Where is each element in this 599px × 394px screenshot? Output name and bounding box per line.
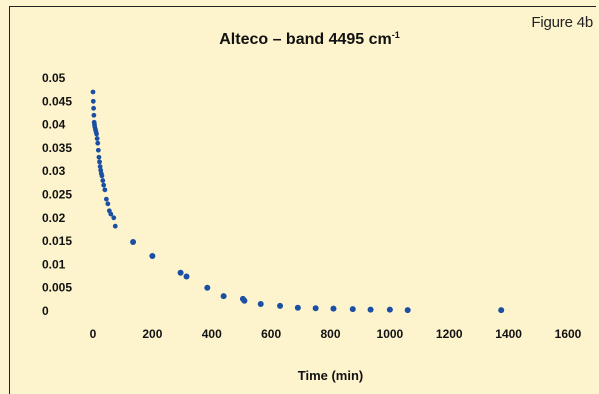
data-point (177, 269, 184, 276)
x-tick-label: 800 (320, 327, 340, 341)
y-tick-label: 0.025 (42, 188, 72, 202)
y-tick-label: 0 (42, 304, 49, 318)
data-point (277, 302, 284, 309)
data-point (498, 307, 505, 314)
chart-title-superscript: -1 (391, 30, 400, 40)
y-tick-label: 0.045 (42, 94, 72, 108)
chart-title: Alteco – band 4495 cm-1 (0, 30, 599, 49)
y-tick-label: 0.05 (42, 71, 66, 85)
data-point (108, 211, 114, 217)
data-point (294, 304, 301, 311)
y-tick-label: 0.04 (42, 118, 66, 132)
data-point (257, 301, 264, 308)
data-point (94, 131, 99, 137)
figure-tag: Figure 4b (531, 14, 593, 31)
data-point (111, 215, 117, 221)
y-tick-label: 0.035 (42, 141, 72, 155)
data-point (91, 105, 96, 111)
data-point (312, 305, 319, 312)
x-tick-label: 0 (90, 327, 97, 341)
data-point (386, 306, 393, 313)
data-point (94, 136, 100, 141)
y-tick-label: 0.01 (42, 257, 66, 271)
y-tick-label: 0.015 (42, 234, 72, 248)
chart-title-text: Alteco – band 4495 cm (219, 31, 392, 48)
x-tick-label: 600 (261, 327, 281, 341)
x-tick-label: 1400 (495, 327, 522, 341)
data-point (90, 89, 96, 95)
data-point (95, 147, 101, 153)
data-point (101, 182, 107, 188)
data-point (204, 284, 211, 291)
y-tick-label: 0.005 (42, 281, 72, 295)
x-tick-label: 400 (202, 327, 222, 341)
data-point (367, 306, 374, 313)
data-point (183, 273, 190, 280)
y-tick-label: 0.02 (42, 211, 66, 225)
x-tick-label: 200 (142, 327, 162, 341)
data-point (220, 293, 227, 300)
data-point (149, 253, 156, 260)
data-point (102, 187, 108, 193)
x-axis-label: Time (min) (298, 368, 364, 383)
data-point (103, 196, 109, 202)
x-tick-label: 1600 (555, 327, 582, 341)
x-tick-label: 1000 (377, 327, 404, 341)
data-point (90, 98, 96, 104)
data-point (97, 164, 103, 169)
data-point (100, 178, 106, 183)
data-point (130, 239, 137, 246)
data-point (112, 223, 118, 229)
x-tick-label: 1200 (436, 327, 463, 341)
data-point (95, 140, 101, 146)
y-tick-label: 0.03 (42, 164, 66, 178)
data-point (96, 154, 102, 160)
data-point (349, 306, 356, 313)
data-point (97, 159, 102, 165)
data-point (105, 201, 111, 207)
data-point (241, 297, 248, 304)
data-point (330, 305, 337, 312)
data-point (91, 112, 97, 118)
data-point (404, 307, 411, 314)
data-point (99, 173, 105, 179)
